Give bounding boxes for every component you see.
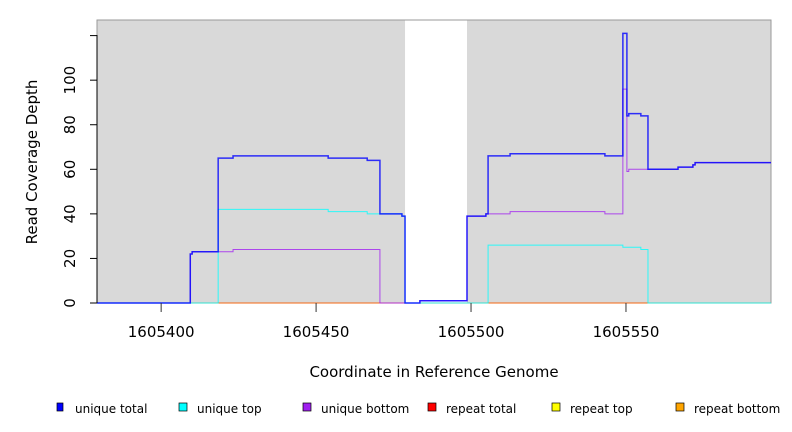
legend-item: unique total [56, 402, 147, 416]
legend-item: repeat total [427, 402, 516, 416]
x-axis: 1605400 1605450 1605500 1605550 [128, 303, 660, 341]
shaded-region [467, 20, 771, 303]
y-tick-label: 60 [61, 160, 79, 179]
x-tick-label: 1605450 [283, 323, 350, 341]
x-tick-label: 1605500 [438, 323, 505, 341]
legend-swatch [551, 402, 561, 412]
legend-swatch [178, 402, 188, 412]
y-tick-label: 0 [61, 298, 79, 308]
legend-label: unique top [197, 402, 262, 416]
series-lines [97, 32, 771, 304]
legend-label: repeat top [570, 402, 633, 416]
x-tick-label: 1605550 [593, 323, 660, 341]
x-tick-label: 1605400 [128, 323, 195, 341]
shaded-region [97, 20, 406, 303]
legend-swatch [56, 402, 64, 412]
y-axis-title: Read Coverage Depth [23, 80, 41, 245]
legend-swatch [427, 402, 437, 412]
y-tick-label: 80 [61, 115, 79, 134]
legend-item: unique top [178, 402, 262, 416]
legend-item: unique bottom [302, 402, 409, 416]
shaded-regions [97, 20, 771, 303]
legend-swatch [675, 402, 685, 412]
legend-label: unique total [75, 402, 147, 416]
legend-item: repeat bottom [675, 402, 780, 416]
y-tick-label: 100 [61, 66, 79, 95]
legend-label: unique bottom [321, 402, 409, 416]
y-tick-label: 40 [61, 204, 79, 223]
series-line-unique-total [97, 32, 771, 304]
x-axis-title: Coordinate in Reference Genome [309, 363, 558, 381]
legend-item: repeat top [551, 402, 633, 416]
legend-swatch [302, 402, 312, 412]
y-axis: 0 20 40 60 80 100 [61, 35, 97, 308]
legend: unique total unique top unique bottom repea… [56, 402, 780, 416]
y-tick-label: 20 [61, 249, 79, 268]
legend-label: repeat bottom [694, 402, 780, 416]
legend-label: repeat total [446, 402, 516, 416]
